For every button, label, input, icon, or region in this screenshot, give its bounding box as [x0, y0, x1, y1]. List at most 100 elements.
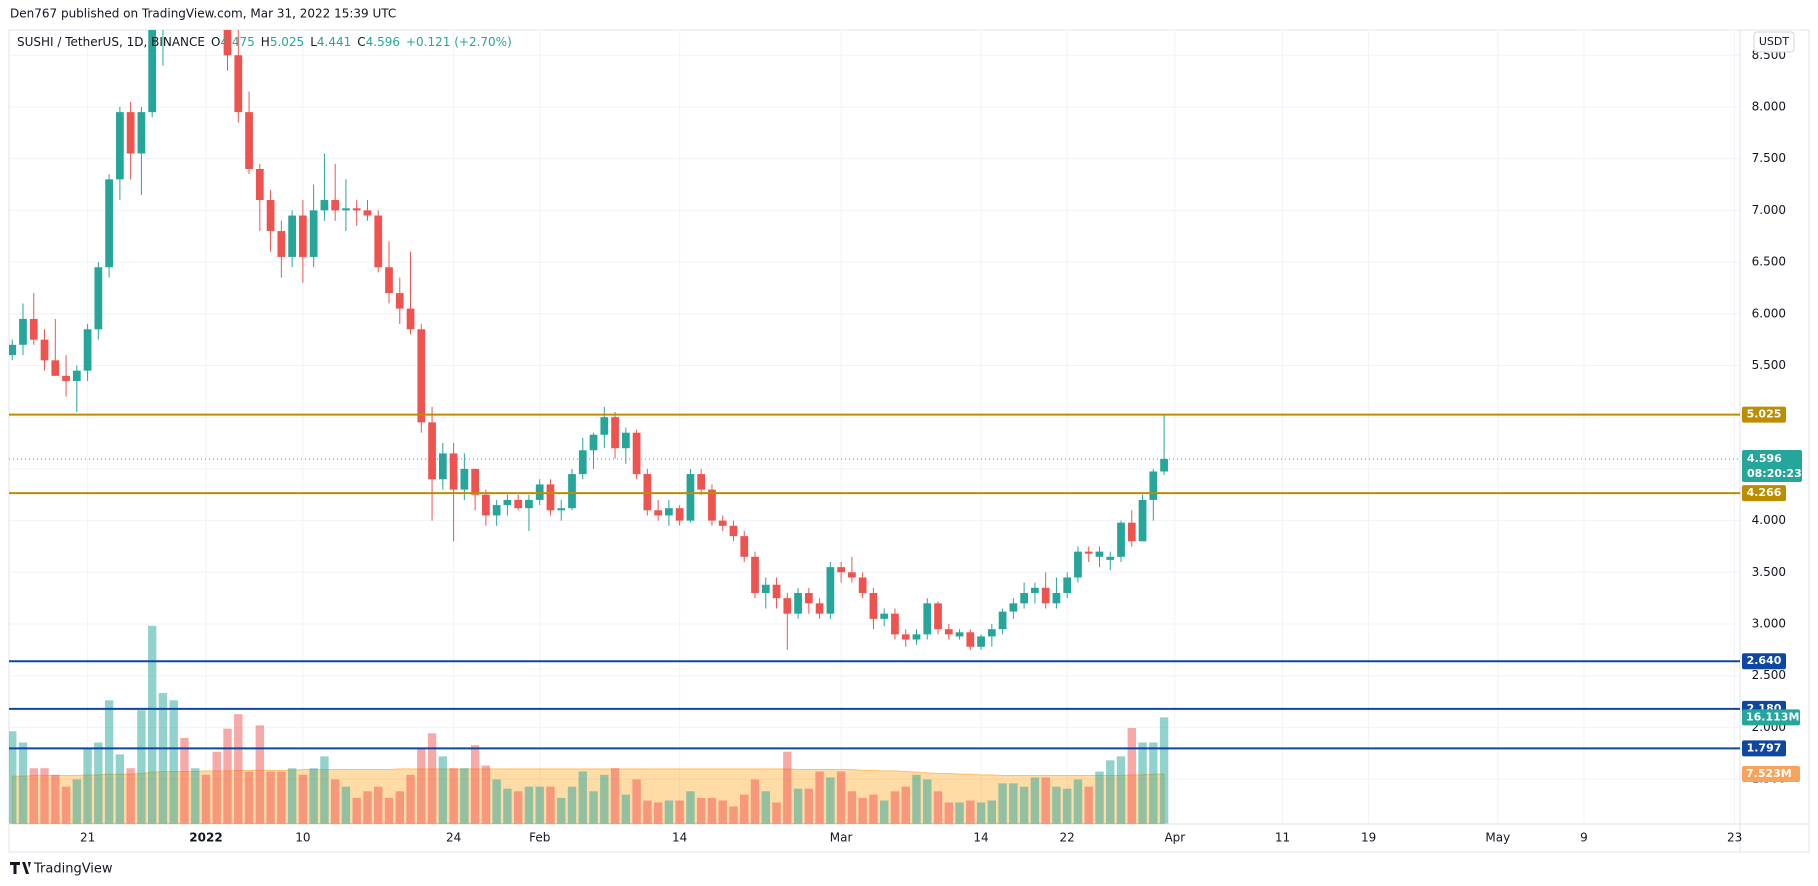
volume-bar — [72, 779, 82, 824]
volume-bar — [212, 751, 221, 824]
candle-body — [514, 499, 523, 509]
x-tick-label: 19 — [1361, 831, 1376, 845]
volume-bar — [298, 774, 308, 824]
candle-body — [266, 200, 275, 232]
candle-body — [966, 632, 975, 647]
candle-body — [977, 636, 985, 647]
candle-body — [83, 329, 92, 371]
candle-body — [654, 510, 663, 516]
volume-bar — [158, 693, 168, 824]
candle-body — [794, 592, 802, 614]
y-tick-label: 7.500 — [1752, 151, 1786, 165]
volume-bar — [847, 791, 857, 824]
candle-body — [912, 634, 921, 640]
candle-body — [137, 112, 146, 154]
candle-body — [105, 179, 113, 268]
candle-body — [482, 494, 490, 516]
x-tick-label: Feb — [529, 831, 550, 845]
x-tick-label: Mar — [830, 831, 853, 845]
candle-body — [611, 417, 619, 449]
level-label: 1.797 — [1747, 741, 1782, 754]
volume-bar — [783, 751, 792, 824]
x-tick-label: 22 — [1060, 831, 1075, 845]
x-tick-label: 2022 — [189, 831, 222, 845]
volume-bar — [610, 768, 620, 824]
candle-body — [428, 422, 436, 480]
candle-body — [1052, 592, 1061, 604]
volume-bar — [363, 791, 372, 824]
volume-bar — [104, 700, 114, 824]
y-tick-label: 3.000 — [1752, 617, 1786, 631]
legend-item: 5.025 — [270, 35, 304, 49]
volume-bar — [923, 779, 932, 824]
x-tick-label: 10 — [295, 831, 310, 845]
volume-bar — [513, 791, 523, 824]
candle-body — [62, 375, 70, 381]
volume-bar — [191, 768, 200, 824]
volume-bar — [460, 768, 469, 824]
volume-bar — [836, 771, 846, 824]
x-tick-label: 9 — [1580, 831, 1588, 845]
currency-badge — [1753, 31, 1795, 53]
volume-bar — [234, 714, 243, 824]
volume-bar — [858, 797, 867, 824]
candle-body — [503, 499, 512, 506]
volume-bar — [524, 786, 534, 824]
candle-body — [374, 215, 383, 268]
volume-bar — [1095, 771, 1104, 824]
volume-bar — [1149, 742, 1158, 824]
candle-body — [331, 200, 340, 211]
volume-bar — [890, 791, 900, 824]
volume-bar — [481, 765, 491, 824]
candle-body — [51, 360, 60, 376]
candle-body — [449, 453, 458, 490]
axes: 1.5002.0002.5003.0003.5004.0004.5005.000… — [80, 48, 1802, 845]
y-tick-label: 7.000 — [1752, 203, 1786, 217]
volume-bar — [879, 800, 889, 824]
candle-body — [277, 231, 286, 257]
volume-bar — [621, 794, 631, 824]
publisher-line: Den767 published on TradingView.com, Mar… — [10, 7, 396, 21]
volume-bar — [1159, 717, 1169, 824]
candle-body — [417, 329, 426, 423]
x-tick-label: 14 — [973, 831, 988, 845]
volume-bar — [826, 777, 835, 824]
y-tick-label: 3.500 — [1752, 565, 1786, 579]
candle-body — [751, 556, 759, 593]
y-tick-label: 4.000 — [1752, 513, 1786, 527]
legend-item: H — [261, 35, 270, 49]
volume-bar — [395, 791, 404, 824]
volume-bar — [740, 794, 749, 824]
volume-bar — [632, 779, 641, 824]
volume-bar — [1073, 779, 1083, 824]
volume-bar — [804, 788, 814, 824]
volume-bar — [1106, 760, 1115, 824]
level-label: 5.025 — [1747, 408, 1782, 421]
y-tick-label: 8.000 — [1752, 99, 1786, 113]
candle-body — [923, 603, 932, 635]
volume-bar — [287, 768, 297, 824]
volume-badge-label: 16.113M — [1746, 710, 1799, 723]
candle-body — [998, 611, 1007, 630]
volume-badge — [1742, 766, 1800, 783]
volume-bar — [901, 786, 910, 824]
volume-bar — [578, 771, 587, 824]
volume-bar — [94, 742, 103, 824]
legend-item: O — [211, 35, 220, 49]
candle-body — [621, 432, 630, 449]
candle-body — [72, 370, 81, 381]
volume-bar — [115, 754, 125, 824]
candle-body — [880, 613, 889, 619]
candle-body — [901, 634, 910, 640]
candle-body — [1041, 587, 1050, 604]
volume-bar — [869, 794, 878, 824]
candle-body — [19, 318, 27, 345]
frame — [8, 29, 1810, 853]
candle-body — [987, 629, 996, 637]
candle-body — [406, 308, 415, 330]
candle-body — [697, 474, 706, 490]
candle-body — [1020, 592, 1029, 604]
x-tick-label: May — [1485, 831, 1510, 845]
volume-bar — [169, 700, 178, 824]
